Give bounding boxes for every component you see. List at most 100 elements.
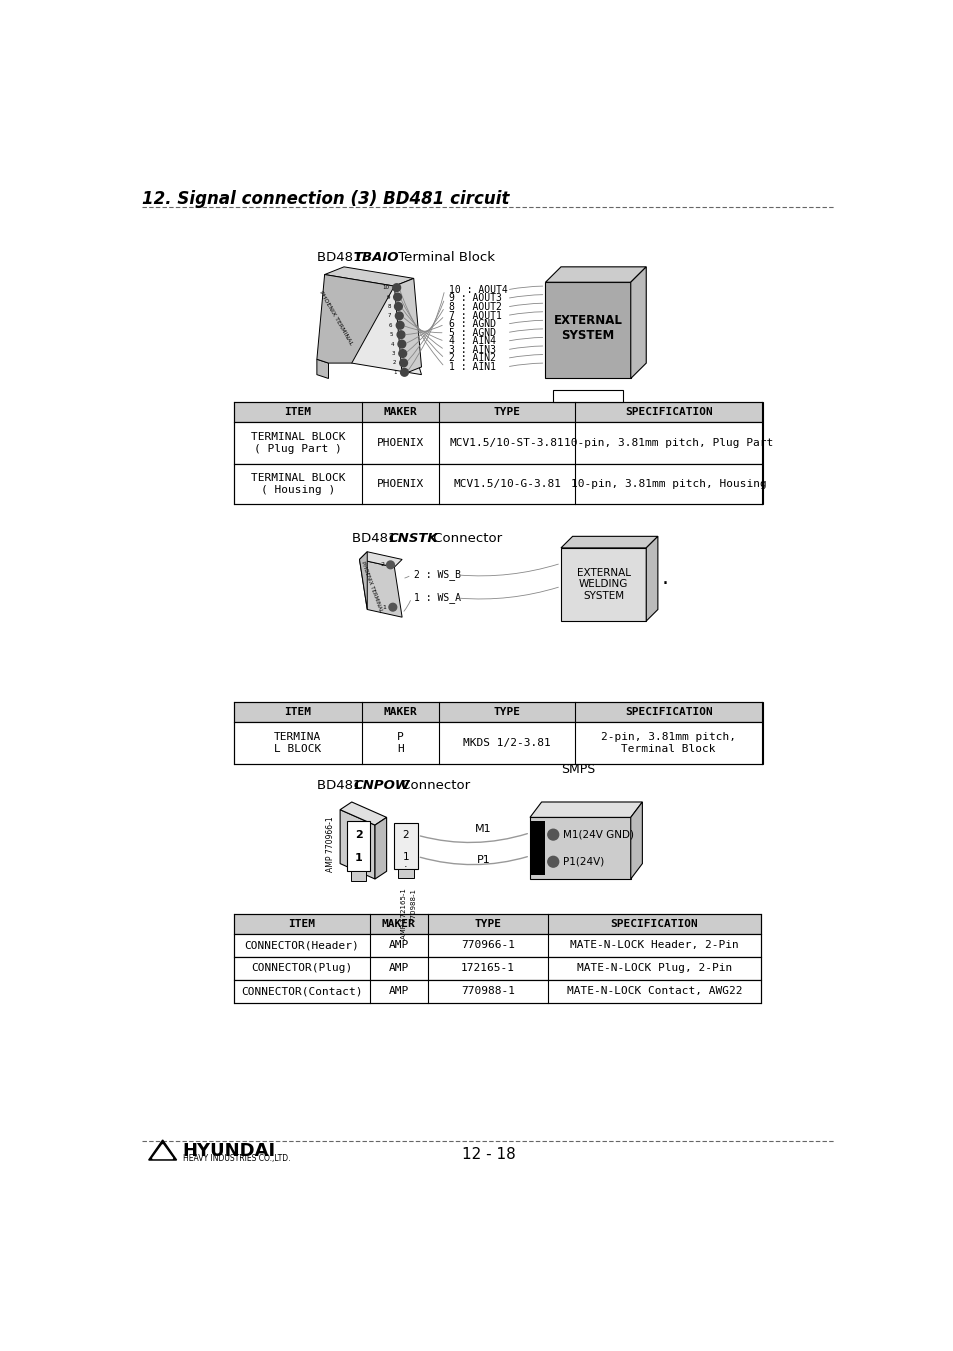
- Text: CONNECTOR(Plug): CONNECTOR(Plug): [251, 963, 352, 973]
- Text: 7: 7: [388, 313, 391, 319]
- Text: 12. Signal connection (3) BD481 circuit: 12. Signal connection (3) BD481 circuit: [142, 190, 510, 208]
- Circle shape: [400, 369, 408, 376]
- Text: CNSTK: CNSTK: [388, 532, 437, 546]
- Text: ·: ·: [661, 574, 668, 594]
- Text: 10: 10: [381, 285, 389, 290]
- Text: SMPS: SMPS: [560, 763, 595, 777]
- Text: BD481: BD481: [352, 532, 400, 546]
- Text: 1: 1: [355, 852, 362, 863]
- Polygon shape: [630, 267, 645, 378]
- Text: 10 : AOUT4: 10 : AOUT4: [448, 285, 507, 295]
- Text: SPECIFICATION: SPECIFICATION: [624, 707, 712, 717]
- Text: MAKER: MAKER: [381, 919, 416, 928]
- Polygon shape: [359, 551, 402, 567]
- Polygon shape: [316, 359, 328, 378]
- Text: ITEM: ITEM: [284, 407, 311, 416]
- Text: AMP: AMP: [388, 940, 408, 950]
- Circle shape: [389, 604, 396, 611]
- Bar: [233, 463, 761, 504]
- Text: BD481: BD481: [316, 251, 365, 265]
- Polygon shape: [630, 802, 641, 880]
- Circle shape: [395, 312, 403, 320]
- Text: 2: 2: [392, 361, 395, 365]
- Text: Connector: Connector: [429, 532, 502, 546]
- Text: 2: 2: [402, 831, 409, 840]
- Polygon shape: [545, 267, 645, 282]
- Bar: [233, 703, 761, 721]
- Text: 8: 8: [387, 304, 391, 309]
- Circle shape: [398, 350, 406, 358]
- Text: 12 - 18: 12 - 18: [461, 1147, 516, 1162]
- Polygon shape: [359, 559, 402, 617]
- Text: 9 : AOUT3: 9 : AOUT3: [448, 293, 501, 304]
- Polygon shape: [340, 802, 386, 825]
- Text: 770988-1: 770988-1: [411, 888, 416, 923]
- Text: MATE-N-LOCK Plug, 2-Pin: MATE-N-LOCK Plug, 2-Pin: [577, 963, 731, 973]
- Text: PHOENIX TERMINAL: PHOENIX TERMINAL: [318, 290, 354, 346]
- Text: 6 : AGND: 6 : AGND: [448, 319, 496, 330]
- Bar: [397, 869, 414, 878]
- Circle shape: [395, 322, 404, 330]
- Text: TERMINA
L BLOCK: TERMINA L BLOCK: [274, 732, 321, 754]
- Text: 770966-1: 770966-1: [460, 940, 515, 950]
- Bar: [233, 934, 760, 957]
- Text: EXTERNAL
SYSTEM: EXTERNAL SYSTEM: [553, 315, 622, 342]
- Text: 172165-1: 172165-1: [460, 963, 515, 973]
- Bar: [530, 821, 545, 875]
- Polygon shape: [149, 1140, 176, 1161]
- Circle shape: [395, 303, 402, 311]
- Text: 3 : AIN3: 3 : AIN3: [448, 345, 496, 355]
- Text: ITEM: ITEM: [288, 919, 314, 928]
- Circle shape: [399, 359, 407, 366]
- Text: EXTERNAL
WELDING
SYSTEM: EXTERNAL WELDING SYSTEM: [576, 567, 630, 601]
- Text: CONNECTOR(Header): CONNECTOR(Header): [244, 940, 358, 950]
- Polygon shape: [152, 1144, 172, 1159]
- Bar: [347, 821, 370, 871]
- Text: TERMINAL BLOCK
( Housing ): TERMINAL BLOCK ( Housing ): [251, 473, 345, 494]
- Text: MATE-N-LOCK Contact, AWG22: MATE-N-LOCK Contact, AWG22: [566, 986, 741, 997]
- Text: PHOENIX: PHOENIX: [376, 480, 424, 489]
- Text: HEAVY INDUSTRIES CO.,LTD.: HEAVY INDUSTRIES CO.,LTD.: [183, 1154, 290, 1163]
- Circle shape: [386, 561, 394, 569]
- Text: 4 : AIN4: 4 : AIN4: [448, 336, 496, 346]
- Text: AMP 770966-1: AMP 770966-1: [325, 816, 335, 873]
- Text: 8 : AOUT2: 8 : AOUT2: [448, 303, 501, 312]
- Text: 4: 4: [390, 342, 394, 347]
- Bar: [233, 721, 761, 765]
- Text: 10-pin, 3.81mm pitch, Housing: 10-pin, 3.81mm pitch, Housing: [570, 480, 766, 489]
- Circle shape: [397, 340, 405, 349]
- Text: BD481: BD481: [316, 780, 365, 792]
- Text: P1: P1: [476, 855, 490, 866]
- Text: AMP: AMP: [388, 963, 408, 973]
- Text: 10-pin, 3.81mm pitch, Plug Part: 10-pin, 3.81mm pitch, Plug Part: [563, 438, 773, 447]
- Text: M1: M1: [475, 824, 492, 834]
- Text: 6: 6: [389, 323, 392, 328]
- Text: Connector: Connector: [396, 780, 469, 792]
- Text: P1(24V): P1(24V): [562, 857, 603, 867]
- Text: 9: 9: [386, 295, 390, 300]
- Bar: [233, 957, 760, 979]
- Text: MKDS 1/2-3.81: MKDS 1/2-3.81: [463, 738, 551, 748]
- Bar: [233, 913, 760, 934]
- Bar: [351, 871, 366, 881]
- Circle shape: [396, 331, 404, 339]
- Text: TYPE: TYPE: [493, 407, 520, 416]
- Text: HYUNDAI: HYUNDAI: [183, 1142, 275, 1159]
- Text: PHOENIX: PHOENIX: [376, 438, 424, 447]
- Text: P
H: P H: [396, 732, 403, 754]
- Bar: [233, 401, 761, 422]
- Text: 2: 2: [380, 562, 384, 567]
- Text: 1: 1: [402, 851, 409, 862]
- Text: 3: 3: [391, 351, 395, 357]
- Text: PHOENIX TERMINAL: PHOENIX TERMINAL: [360, 561, 383, 612]
- Text: MCV1.5/10-G-3.81: MCV1.5/10-G-3.81: [453, 480, 560, 489]
- Polygon shape: [530, 802, 641, 817]
- Bar: [553, 390, 622, 401]
- Text: CONNECTOR(Contact): CONNECTOR(Contact): [241, 986, 362, 997]
- Text: 5: 5: [390, 332, 393, 338]
- Polygon shape: [545, 282, 630, 378]
- Text: 1 : AIN1: 1 : AIN1: [448, 362, 496, 372]
- Text: TBAIO: TBAIO: [353, 251, 398, 265]
- Text: CNPOW: CNPOW: [353, 780, 410, 792]
- Text: MCV1.5/10-ST-3.81: MCV1.5/10-ST-3.81: [449, 438, 564, 447]
